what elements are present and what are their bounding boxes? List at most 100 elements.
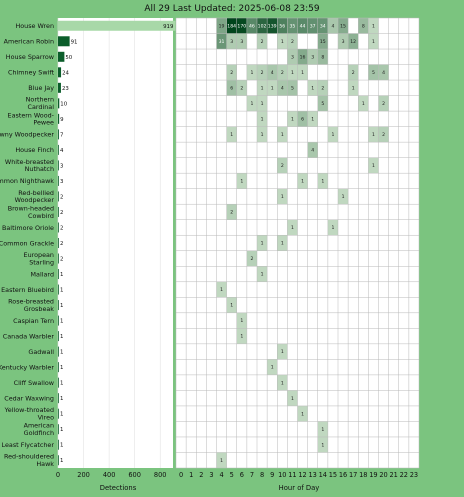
hourly-heatmap-panel: 19 184 170 46 102 139 56 35 44 37 34 4 15 8 131 3 3 2 1 2 15… [175, 17, 420, 479]
heatmap-cell-value: 2 [240, 85, 243, 91]
heatmap-cell-value: 1 [281, 194, 284, 200]
heatmap-cell [307, 18, 318, 34]
heatmap-cell-value: 102 [258, 23, 267, 29]
species-label: Common Grackle [0, 239, 54, 247]
heatmap-cell [317, 421, 328, 437]
heatmap-cell-value: 1 [331, 132, 334, 138]
species-label: Red-bellied [18, 189, 54, 197]
heatmap-cell-value: 1 [342, 194, 345, 200]
heatmap-cell [368, 18, 379, 34]
heatmap-cell [216, 452, 227, 468]
bar-value-label: 23 [62, 86, 69, 92]
species-label: Nuthatch [25, 165, 54, 173]
hour-tick-label: 17 [349, 471, 357, 479]
bar-value-label: 24 [62, 70, 69, 76]
detection-bar [58, 113, 60, 124]
species-label: Eastern Bluebird [1, 286, 54, 294]
hour-tick-label: 3 [209, 471, 213, 479]
hour-tick-label: 7 [250, 471, 254, 479]
heatmap-cell [368, 157, 379, 174]
heatmap-cell [226, 80, 237, 96]
heatmap-cell-value: 2 [321, 85, 324, 91]
species-label: Gadwall [28, 348, 54, 356]
heatmap-cell [226, 297, 237, 313]
heatmap-cell-value: 1 [271, 85, 274, 91]
heatmap-cell-value: 1 [281, 380, 284, 386]
species-label: White-breasted [5, 158, 54, 166]
heatmap-cell-value: 1 [281, 39, 284, 45]
heatmap-cell-value: 1 [352, 85, 355, 91]
species-label: Caspian Tern [13, 317, 54, 325]
heatmap-cell [277, 18, 288, 34]
bar-value-label: 2 [60, 210, 63, 216]
detection-bar [58, 206, 59, 217]
heatmap-cell [236, 18, 247, 34]
heatmap-cell [297, 18, 308, 34]
heatmap-cell-value: 35 [290, 23, 296, 29]
heatmap-cell-value: 56 [279, 23, 285, 29]
species-label: Vireo [38, 413, 54, 421]
heatmap-cell-value: 5 [372, 70, 375, 76]
heatmap-cell-value: 1 [261, 272, 264, 278]
detection-bar [58, 191, 59, 202]
heatmap-cell [297, 49, 308, 65]
hour-tick-label: 9 [270, 471, 274, 479]
heatmap-cell [297, 173, 308, 189]
heatmap-cell-value: 1 [261, 241, 264, 247]
heatmap-cell [267, 18, 278, 34]
species-label: Brown-headed [8, 204, 54, 212]
heatmap-cell [226, 18, 237, 34]
hour-tick-label: 10 [278, 471, 286, 479]
heatmap-cell [277, 33, 288, 50]
heatmap-cell [257, 18, 268, 34]
hour-tick-label: 12 [298, 471, 306, 479]
heatmap-cell-value: 31 [219, 39, 225, 45]
hour-tick-label: 6 [240, 471, 244, 479]
heatmap-cell-value: 1 [281, 132, 284, 138]
heatmap-cell [257, 33, 268, 50]
heatmap-cell-value: 4 [281, 85, 284, 91]
hour-tick-label: 13 [308, 471, 316, 479]
species-label: House Wren [15, 22, 54, 30]
heatmap-cell [216, 18, 227, 34]
heatmap-cell-value: 5 [291, 85, 294, 91]
heatmap-cell [226, 126, 237, 143]
hour-tick-label: 18 [359, 471, 367, 479]
species-label: Cliff Swallow [14, 379, 54, 387]
species-label: Goldfinch [24, 429, 54, 437]
heatmap-cell-value: 1 [301, 179, 304, 185]
heatmap-cell [348, 80, 359, 96]
heatmap-cell [277, 80, 288, 96]
bar-value-label: 1 [60, 365, 63, 371]
heatmap-cell-value: 37 [310, 23, 316, 29]
species-label: Blue Jay [28, 84, 54, 92]
detection-bar [58, 393, 59, 404]
heatmap-cell-value: 1 [271, 365, 274, 371]
detection-bar [58, 439, 59, 450]
hour-tick-label: 16 [339, 471, 347, 479]
heatmap-cell [277, 188, 288, 205]
species-label: owny Woodpecker [0, 131, 54, 139]
detection-bar [58, 20, 176, 31]
heatmap-cell [226, 33, 237, 50]
heatmap-cell-value: 2 [281, 163, 284, 169]
heatmap-cell-value: 170 [237, 23, 246, 29]
heatmap-cell [277, 126, 288, 143]
species-label: Grosbeak [24, 305, 55, 313]
bar-value-label: 1 [60, 458, 63, 464]
heatmap-cell-value: 1 [301, 70, 304, 76]
hour-tick-label: 5 [230, 471, 234, 479]
heatmap-cell [257, 64, 268, 81]
heatmap-cell [287, 219, 298, 236]
detection-bar [58, 82, 61, 93]
heatmap-cell [267, 359, 278, 375]
heatmap-cell-value: 2 [261, 70, 264, 76]
heatmap-cell [317, 95, 328, 112]
heatmap-cell-value: 6 [301, 116, 304, 122]
heatmap-cell-value: 1 [362, 101, 365, 107]
detection-bar [58, 424, 59, 435]
bar-value-label: 50 [65, 55, 72, 61]
detection-bar [58, 362, 59, 373]
heatmap-cell-value: 15 [340, 23, 346, 29]
heatmap-cell-value: 1 [311, 85, 314, 91]
